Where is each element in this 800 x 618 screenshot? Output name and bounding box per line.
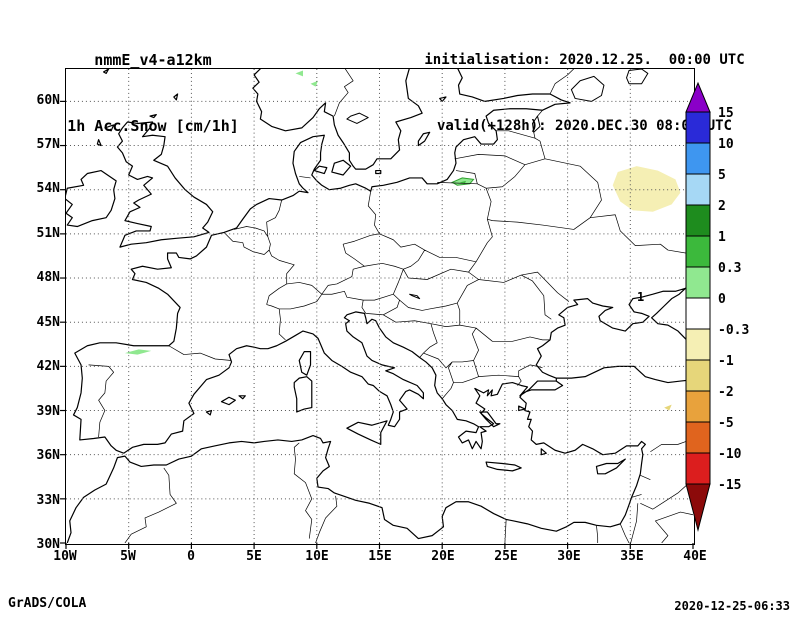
- lat-tick-label: 42N: [36, 359, 60, 375]
- lat-tick-label: 30N: [36, 537, 60, 552]
- lat-tick-label: 60N: [36, 92, 60, 108]
- colorbar-label: 10: [718, 137, 734, 152]
- colorbar-segment: [685, 142, 711, 175]
- lon-tick-label: 10E: [305, 549, 329, 564]
- lon-tick-label: 35E: [620, 549, 644, 564]
- lon-tick-label: 0: [187, 549, 195, 564]
- lat-tick-label: 48N: [36, 270, 60, 286]
- colorbar-label: -5: [718, 416, 734, 431]
- colorbar-segment: [685, 297, 711, 330]
- model-title: nmmE_v4-a12km: [94, 51, 212, 69]
- acc-snow-cantabria: [124, 349, 152, 355]
- colorbar-label: 0.3: [718, 261, 741, 276]
- lat-tick-label: 33N: [36, 492, 60, 508]
- lat-tick-label: 51N: [36, 225, 60, 241]
- colorbar-segment: [685, 390, 711, 423]
- lat-tick-label: 39N: [36, 403, 60, 419]
- grid-overlay: [60, 69, 694, 549]
- colorbar-top-arrow: [685, 81, 711, 113]
- grads-credit: GrADS/COLA: [8, 596, 87, 611]
- lakes-path: [347, 69, 648, 299]
- colorbar-segment: [685, 452, 711, 485]
- colorbar-label: 5: [718, 168, 726, 183]
- lat-tick-label: 45N: [36, 314, 60, 330]
- colorbar-segment: [685, 204, 711, 237]
- coastlines-path: [66, 69, 693, 543]
- colorbar-label: -2: [718, 385, 734, 400]
- lat-tick-label: 54N: [36, 181, 60, 197]
- colorbar-bottom-arrow: [685, 483, 711, 532]
- colorbar-label: -0.3: [718, 323, 749, 338]
- weak-melt-area-russia: [612, 166, 681, 212]
- colorbar-segment: [685, 235, 711, 268]
- colorbar-label: 2: [718, 199, 726, 214]
- lon-tick-label: 20E: [431, 549, 455, 564]
- colorbar-segment: [685, 173, 711, 206]
- init-time-line: initialisation: 2020.12.25. 00:00 UTC: [424, 52, 745, 68]
- colorbar-label: -1: [718, 354, 734, 369]
- colorbar-label: 1: [718, 230, 726, 245]
- colorbar-segment: [685, 266, 711, 299]
- colorbar-segment: [685, 111, 711, 144]
- shaded-data-patches: [124, 70, 681, 411]
- colorbar-label: -15: [718, 478, 741, 493]
- colorbar: 15 10 5 2 1 0.3 0 -0.3 -1 -2 -5 -10 -15: [685, 81, 749, 532]
- colorbar-segment: [685, 359, 711, 392]
- lat-tick-label: 36N: [36, 448, 60, 464]
- lon-tick-label: 5W: [120, 549, 136, 564]
- colorbar-segment: [685, 421, 711, 454]
- contour-label: 1: [637, 290, 645, 305]
- acc-snow-norway-2: [310, 80, 319, 87]
- lon-tick-label: 5E: [246, 549, 262, 564]
- melt-speck-anatolia: [664, 404, 672, 411]
- acc-snow-norway-1: [295, 70, 304, 77]
- colorbar-label: 15: [718, 106, 734, 121]
- lon-tick-label: 10W: [53, 549, 77, 564]
- creation-timestamp: 2020-12-25-06:33: [674, 599, 790, 613]
- lon-tick-label: 25E: [494, 549, 518, 564]
- map-plot-area: 1: [60, 68, 695, 549]
- lon-tick-label: 40E: [683, 549, 707, 564]
- colorbar-label: 0: [718, 292, 726, 307]
- lon-tick-label: 30E: [557, 549, 581, 564]
- europe-map: [66, 69, 693, 543]
- lat-tick-label: 57N: [36, 137, 60, 153]
- country-borders-path: [89, 69, 693, 543]
- lon-tick-label: 15E: [368, 549, 392, 564]
- colorbar-segment: [685, 328, 711, 361]
- colorbar-label: -10: [718, 447, 742, 462]
